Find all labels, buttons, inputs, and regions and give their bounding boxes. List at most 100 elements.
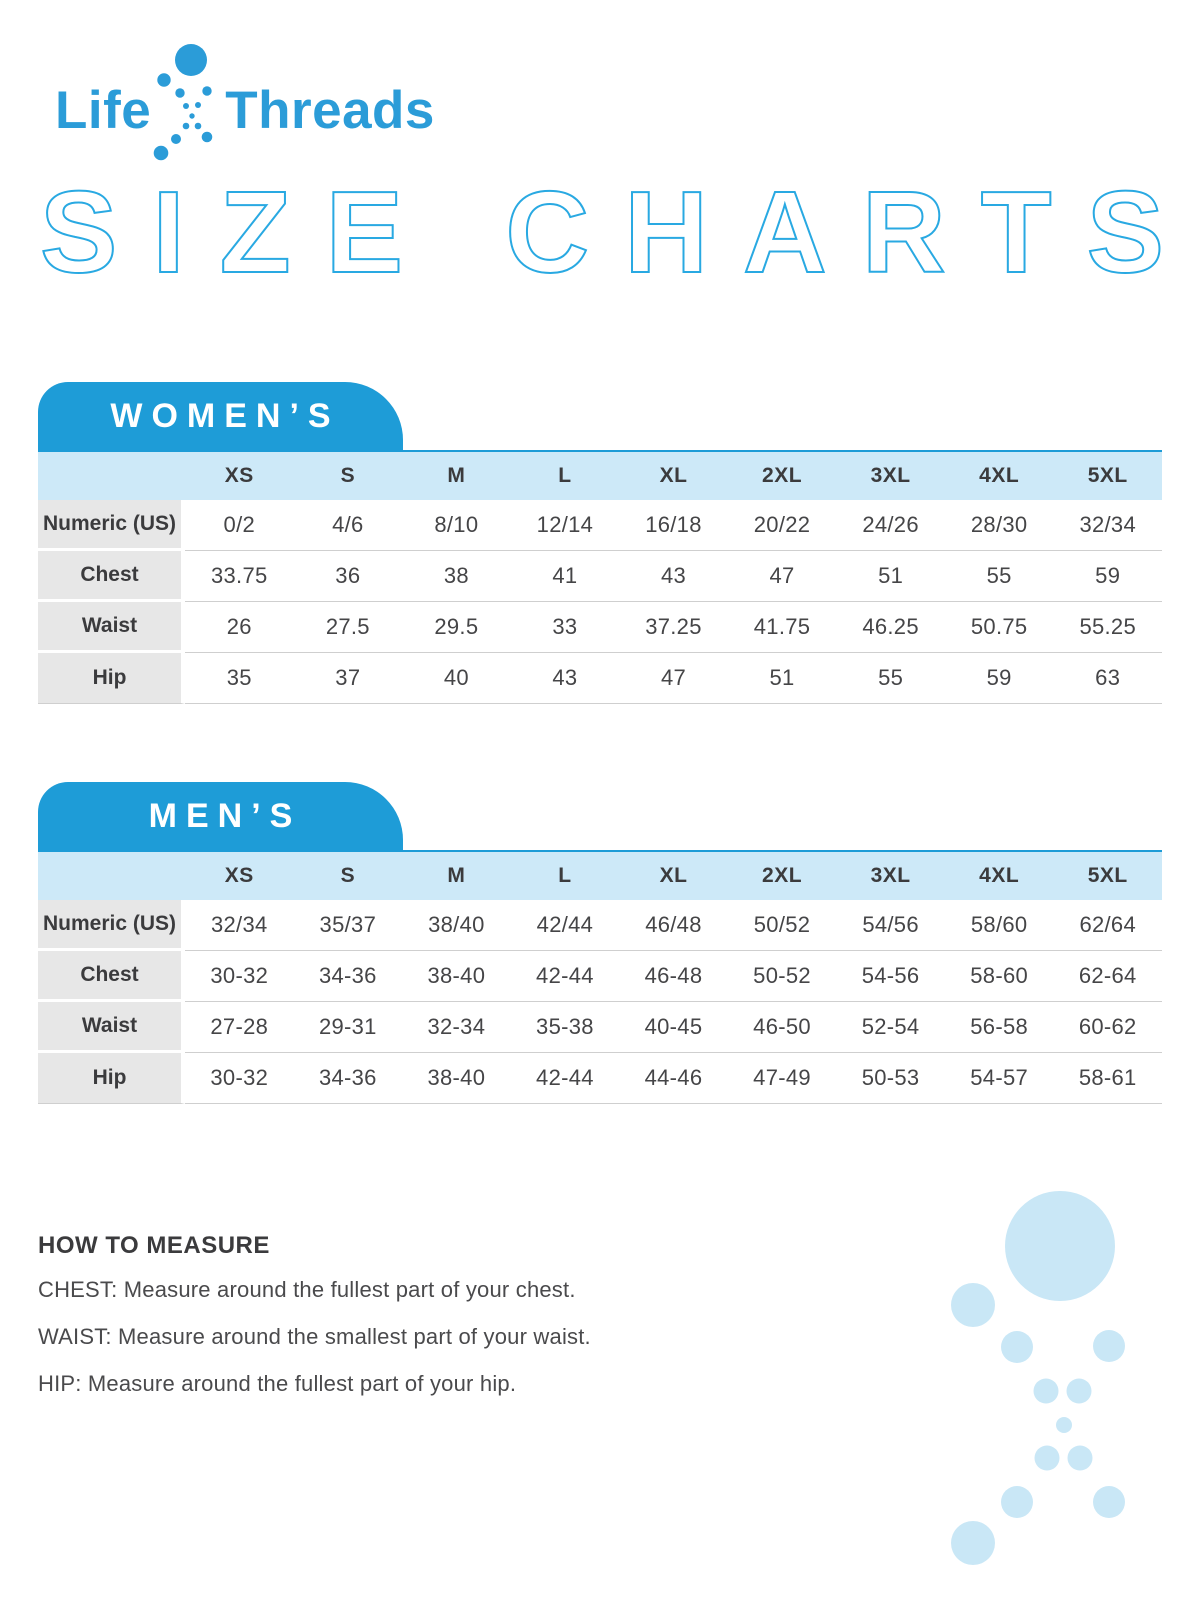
size-value-cell: 36 — [293, 551, 403, 602]
size-value-cell: 20/22 — [727, 500, 837, 551]
row-label: Chest — [38, 551, 185, 602]
size-value-cell: 43 — [619, 551, 728, 602]
size-column-header: XL — [619, 452, 728, 500]
size-value-cell: 52-54 — [836, 1002, 945, 1053]
size-value-cell: 62-64 — [1053, 951, 1162, 1002]
brand-logo: Life Threads — [55, 42, 1200, 162]
logo-threads-text: Threads — [225, 81, 435, 140]
size-value-cell: 46.25 — [836, 602, 945, 653]
how-to-measure-heading: HOW TO MEASURE — [38, 1232, 270, 1259]
row-label: Numeric (US) — [38, 900, 185, 951]
row-label: Waist — [38, 1002, 185, 1053]
measure-instruction-waist: WAIST: Measure around the smallest part … — [38, 1324, 591, 1350]
mens-grid: XS S M L XL 2XL 3XL 4XL 5XL Numeric (US)… — [38, 850, 1162, 1104]
logo-dots-helix-icon — [153, 44, 213, 161]
size-value-cell: 42/44 — [510, 900, 620, 951]
size-value-cell: 29.5 — [402, 602, 511, 653]
size-value-cell: 38 — [402, 551, 511, 602]
size-value-cell: 16/18 — [619, 500, 728, 551]
size-value-cell: 50-53 — [836, 1053, 945, 1104]
row-label: Waist — [38, 602, 185, 653]
size-column-header: 5XL — [1053, 852, 1162, 900]
size-column-header: 4XL — [944, 452, 1054, 500]
size-column-header: XS — [185, 452, 294, 500]
size-value-cell: 38-40 — [402, 1053, 511, 1104]
size-value-cell: 42-44 — [510, 1053, 620, 1104]
size-value-cell: 50.75 — [944, 602, 1054, 653]
measure-instruction-hip: HIP: Measure around the fullest part of … — [38, 1371, 517, 1397]
decor-dots-helix-icon — [951, 1191, 1125, 1565]
size-value-cell: 34-36 — [293, 951, 403, 1002]
size-column-header: 3XL — [836, 852, 945, 900]
size-column-header: 5XL — [1053, 452, 1162, 500]
size-value-cell: 51 — [727, 653, 837, 704]
size-value-cell: 34-36 — [293, 1053, 403, 1104]
size-column-header: 2XL — [727, 452, 837, 500]
size-value-cell: 47-49 — [727, 1053, 837, 1104]
size-value-cell: 4/6 — [293, 500, 403, 551]
size-column-header: L — [510, 452, 620, 500]
size-column-header: 4XL — [944, 852, 1054, 900]
row-label: Hip — [38, 653, 185, 704]
size-column-header: XL — [619, 852, 728, 900]
size-value-cell: 40 — [402, 653, 511, 704]
size-value-cell: 35-38 — [510, 1002, 620, 1053]
size-column-header: M — [402, 852, 511, 900]
womens-grid: XS S M L XL 2XL 3XL 4XL 5XL Numeric (US)… — [38, 450, 1162, 704]
row-label: Chest — [38, 951, 185, 1002]
size-value-cell: 43 — [510, 653, 620, 704]
size-column-header: S — [293, 852, 403, 900]
size-value-cell: 47 — [619, 653, 728, 704]
size-value-cell: 27.5 — [293, 602, 403, 653]
size-value-cell: 58-60 — [944, 951, 1054, 1002]
corner-cell — [38, 852, 185, 900]
measure-instruction-chest: CHEST: Measure around the fullest part o… — [38, 1277, 576, 1302]
size-column-header: M — [402, 452, 511, 500]
size-value-cell: 51 — [836, 551, 945, 602]
size-value-cell: 59 — [1053, 551, 1162, 602]
size-value-cell: 41 — [510, 551, 620, 602]
size-value-cell: 42-44 — [510, 951, 620, 1002]
size-value-cell: 44-46 — [619, 1053, 728, 1104]
size-value-cell: 46-50 — [727, 1002, 837, 1053]
size-value-cell: 37 — [293, 653, 403, 704]
size-value-cell: 30-32 — [185, 1053, 294, 1104]
size-value-cell: 35/37 — [293, 900, 403, 951]
size-value-cell: 40-45 — [619, 1002, 728, 1053]
size-value-cell: 46/48 — [619, 900, 728, 951]
size-value-cell: 26 — [185, 602, 294, 653]
size-value-cell: 32-34 — [402, 1002, 511, 1053]
size-value-cell: 50/52 — [727, 900, 837, 951]
womens-tab-label: WOMEN’S — [110, 396, 340, 435]
size-value-cell: 58-61 — [1053, 1053, 1162, 1104]
size-value-cell: 8/10 — [402, 500, 511, 551]
size-value-cell: 24/26 — [836, 500, 945, 551]
size-value-cell: 55.25 — [1053, 602, 1162, 653]
size-value-cell: 27-28 — [185, 1002, 294, 1053]
size-value-cell: 12/14 — [510, 500, 620, 551]
size-value-cell: 63 — [1053, 653, 1162, 704]
size-value-cell: 38-40 — [402, 951, 511, 1002]
size-value-cell: 55 — [836, 653, 945, 704]
size-value-cell: 58/60 — [944, 900, 1054, 951]
size-column-header: 2XL — [727, 852, 837, 900]
size-value-cell: 46-48 — [619, 951, 728, 1002]
mens-tab-label: MEN’S — [148, 796, 302, 835]
mens-tab: MEN’S — [38, 782, 403, 850]
size-column-header: S — [293, 452, 403, 500]
size-value-cell: 30-32 — [185, 951, 294, 1002]
size-value-cell: 35 — [185, 653, 294, 704]
size-value-cell: 33.75 — [185, 551, 294, 602]
size-value-cell: 33 — [510, 602, 620, 653]
size-charts-headline-text: SIZE CHARTS — [40, 170, 1164, 292]
size-column-header: 3XL — [836, 452, 945, 500]
size-value-cell: 60-62 — [1053, 1002, 1162, 1053]
size-column-header: L — [510, 852, 620, 900]
logo-life-text: Life — [55, 81, 152, 140]
row-label: Hip — [38, 1053, 185, 1104]
size-value-cell: 62/64 — [1053, 900, 1162, 951]
size-value-cell: 28/30 — [944, 500, 1054, 551]
size-value-cell: 50-52 — [727, 951, 837, 1002]
size-charts-headline: SIZE CHARTS — [40, 170, 1164, 292]
